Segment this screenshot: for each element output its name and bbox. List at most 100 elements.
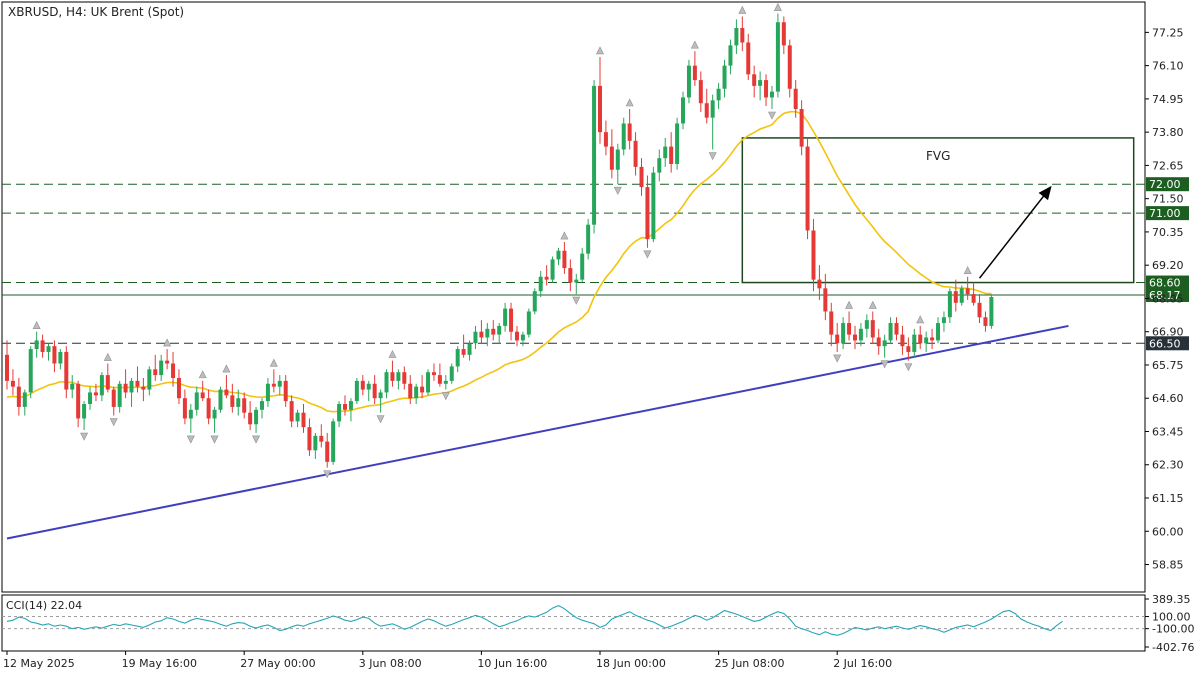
candle-body	[402, 372, 407, 384]
fractal-up-marker	[596, 46, 604, 55]
candle-body	[491, 328, 496, 335]
candle-body	[841, 323, 846, 344]
fractal-up-marker	[916, 315, 925, 324]
candle-body	[467, 343, 472, 355]
fractal-up-marker	[625, 98, 634, 107]
candle-body	[734, 28, 739, 46]
cci-label: CCI(14) 22.04	[6, 599, 82, 612]
trend-line	[6, 324, 1069, 540]
fractal-down-marker	[613, 186, 622, 195]
candle-body	[147, 369, 152, 390]
price-tick-label: 63.45	[1152, 425, 1184, 438]
candle-body	[123, 383, 128, 393]
candle-body	[758, 80, 763, 86]
candle-body	[704, 103, 709, 118]
candle-body	[752, 74, 757, 86]
fractal-up-marker	[103, 352, 112, 361]
price-tick-label: 71.50	[1152, 193, 1184, 206]
candle-body	[88, 392, 93, 405]
candle-body	[793, 88, 798, 110]
candle-body	[206, 398, 211, 419]
candle-body	[431, 372, 436, 376]
candle-body	[514, 331, 519, 341]
candle-body	[384, 372, 389, 393]
candle-body	[971, 294, 976, 303]
candle-body	[455, 349, 460, 367]
price-tick-label: 76.10	[1152, 60, 1184, 73]
time-tick-label: 12 May 2025	[3, 657, 75, 670]
fractal-down-marker	[252, 435, 261, 444]
price-tick-label: 58.85	[1152, 559, 1184, 572]
fvg-label: FVG	[926, 149, 950, 163]
fractal-down-marker	[186, 435, 195, 444]
candle-body	[781, 22, 786, 46]
candle-body	[538, 276, 543, 292]
fractal-down-marker	[572, 296, 581, 305]
candle-body	[562, 250, 567, 269]
time-tick-label: 3 Jun 08:00	[359, 657, 422, 670]
candle-body	[331, 421, 336, 462]
candle-body	[82, 404, 87, 419]
candle-body	[194, 392, 199, 410]
candle-body	[105, 375, 110, 390]
candle-body	[449, 366, 454, 381]
candle-body	[787, 45, 792, 89]
cci-tick-label: 100.00	[1152, 611, 1191, 624]
fractal-down-marker	[904, 363, 913, 372]
candle-body	[852, 334, 857, 341]
candle-body	[93, 392, 98, 396]
candle-body	[396, 372, 401, 381]
candle-body	[343, 404, 348, 410]
candle-body	[117, 383, 122, 407]
candle-body	[372, 383, 377, 399]
level-tag-label: 68.17	[1149, 289, 1181, 302]
candle-body	[580, 253, 585, 280]
candle-body	[823, 288, 828, 312]
candle-body	[740, 28, 745, 43]
candle-body	[165, 360, 170, 364]
level-tag-label: 68.60	[1149, 277, 1181, 290]
price-tick-label: 72.65	[1152, 159, 1184, 172]
fractal-up-marker	[738, 5, 747, 14]
level-tag	[1146, 206, 1189, 221]
level-tag	[1146, 275, 1189, 290]
candle-body	[633, 140, 638, 167]
price-tick-label: 77.25	[1152, 26, 1184, 39]
candle-body	[479, 331, 484, 338]
candle-body	[692, 65, 697, 81]
candle-body	[847, 323, 852, 335]
level-tag	[1146, 336, 1189, 351]
fractal-down-marker	[323, 470, 332, 479]
candle-body	[989, 297, 994, 326]
candle-body	[681, 97, 686, 124]
fractal-up-marker	[845, 300, 854, 309]
level-tag-label: 66.50	[1149, 337, 1181, 350]
indicator-frame	[1, 594, 1146, 652]
candle-body	[182, 398, 187, 419]
candle-body	[366, 383, 371, 390]
candle-body	[485, 328, 490, 338]
candle-body	[224, 389, 229, 396]
candle-body	[52, 346, 57, 364]
time-tick-label: 19 May 16:00	[122, 657, 197, 670]
candle-body	[906, 346, 911, 352]
cci-tick-label: -100.00	[1152, 623, 1194, 636]
candle-body	[319, 435, 324, 442]
candle-body	[171, 363, 176, 378]
price-tick-label: 60.00	[1152, 525, 1184, 538]
candle-body	[254, 409, 259, 425]
fractal-down-marker	[708, 152, 717, 161]
candle-body	[301, 412, 306, 428]
candle-body	[775, 22, 780, 92]
candle-body	[710, 100, 715, 118]
candle-body	[894, 323, 899, 335]
candle-body	[592, 85, 597, 225]
candle-body	[354, 380, 359, 402]
fractal-up-marker	[222, 364, 231, 373]
candle-body	[188, 409, 193, 419]
candle-body	[864, 320, 869, 329]
candle-body	[509, 308, 514, 332]
candle-body	[408, 383, 413, 399]
candle-body	[550, 259, 555, 280]
price-tick-label: 62.30	[1152, 459, 1184, 472]
